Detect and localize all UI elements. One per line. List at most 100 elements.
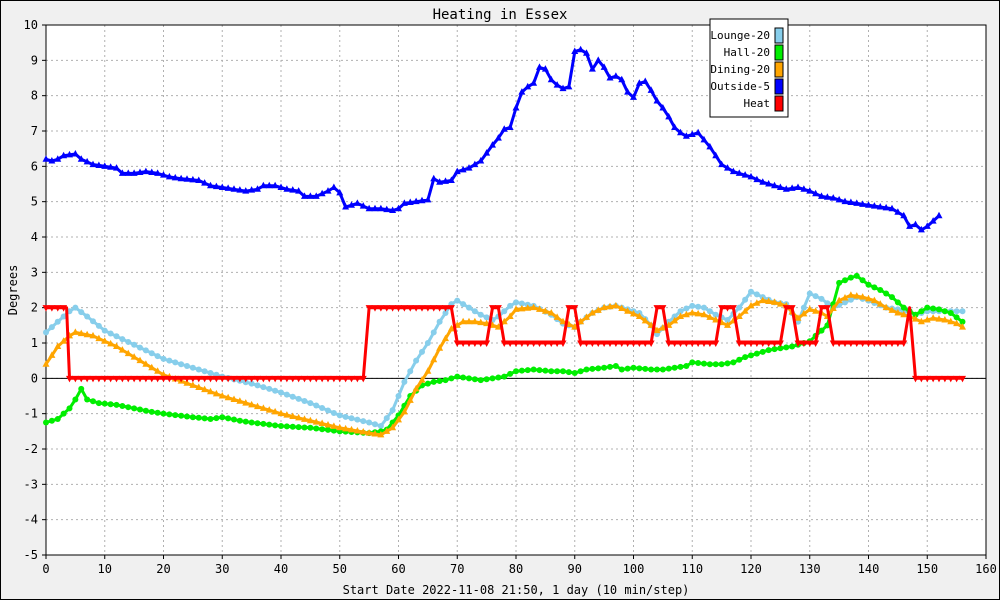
data-point — [729, 305, 737, 312]
data-point — [289, 186, 297, 193]
data-point — [888, 204, 896, 212]
data-point — [48, 157, 56, 164]
data-point — [588, 340, 596, 347]
data-point — [788, 184, 796, 191]
data-point — [89, 331, 97, 339]
data-point — [577, 45, 585, 53]
data-point — [466, 304, 472, 311]
data-point — [500, 340, 508, 347]
data-point — [113, 375, 120, 383]
data-point — [201, 415, 208, 422]
data-point — [665, 365, 672, 372]
data-point — [841, 293, 849, 301]
data-point — [665, 340, 673, 347]
data-point — [759, 340, 767, 347]
x-tick-label: 90 — [568, 562, 582, 576]
y-tick-label: 1 — [31, 336, 38, 350]
data-point — [72, 396, 79, 403]
data-point — [800, 309, 808, 317]
data-point — [424, 305, 432, 312]
data-point — [541, 307, 549, 314]
data-point — [589, 365, 596, 372]
data-point — [107, 401, 114, 408]
data-point — [818, 192, 825, 199]
data-point — [753, 291, 760, 298]
data-point — [189, 175, 197, 183]
series-layer — [42, 45, 966, 438]
data-point — [724, 321, 731, 328]
data-point — [624, 340, 632, 347]
data-point — [506, 312, 514, 319]
data-point — [765, 180, 773, 187]
data-point — [113, 342, 120, 350]
data-point — [412, 197, 420, 205]
data-point — [230, 375, 238, 383]
data-point — [218, 375, 226, 383]
data-point — [177, 174, 185, 182]
data-point — [307, 400, 314, 407]
y-tick-label: 0 — [31, 371, 38, 385]
data-point — [677, 308, 684, 315]
data-point — [154, 353, 161, 360]
data-point — [595, 365, 602, 372]
data-point — [189, 375, 197, 383]
data-point — [494, 323, 502, 330]
data-point — [748, 288, 754, 295]
data-point — [172, 359, 179, 366]
data-point — [60, 337, 68, 344]
data-point — [142, 347, 149, 354]
data-point — [43, 329, 49, 336]
data-point — [883, 290, 890, 297]
data-point — [783, 344, 790, 351]
data-point — [494, 305, 502, 312]
data-point — [301, 415, 308, 422]
data-point — [483, 314, 490, 321]
data-point — [383, 205, 391, 213]
data-point — [518, 367, 525, 374]
data-point — [677, 312, 684, 319]
data-point — [712, 361, 719, 368]
data-point — [571, 370, 578, 377]
data-point — [424, 367, 432, 374]
data-point — [865, 201, 872, 208]
data-point — [377, 430, 385, 438]
data-point — [900, 310, 908, 318]
y-tick-label: 2 — [31, 301, 38, 315]
data-point — [541, 65, 549, 72]
data-point — [530, 366, 537, 373]
data-point — [259, 181, 267, 189]
data-point — [265, 375, 273, 383]
data-point — [648, 366, 655, 373]
data-point — [306, 375, 314, 383]
data-point — [283, 411, 291, 418]
data-point — [548, 368, 555, 375]
data-point — [260, 420, 267, 427]
x-axis-label: Start Date 2022-11-08 21:50, 1 day (10 m… — [343, 583, 690, 597]
data-point — [148, 350, 155, 357]
data-point — [859, 277, 866, 284]
data-point — [959, 308, 966, 315]
data-point — [935, 375, 943, 383]
x-tick-label: 110 — [681, 562, 703, 576]
data-point — [83, 157, 91, 165]
data-point — [42, 155, 50, 162]
data-point — [95, 161, 103, 168]
data-point — [54, 155, 62, 162]
data-point — [42, 360, 50, 367]
data-point — [730, 359, 737, 366]
data-point — [459, 165, 467, 173]
data-point — [295, 413, 303, 421]
data-point — [959, 323, 966, 330]
data-point — [124, 349, 132, 357]
data-point — [442, 309, 449, 316]
data-point — [606, 302, 614, 310]
data-point — [677, 363, 684, 370]
data-point — [412, 305, 420, 312]
data-point — [536, 367, 543, 374]
data-point — [213, 415, 220, 422]
data-point — [900, 340, 908, 347]
data-point — [800, 340, 808, 347]
data-point — [383, 427, 391, 434]
data-point — [236, 397, 244, 404]
data-point — [489, 305, 496, 312]
